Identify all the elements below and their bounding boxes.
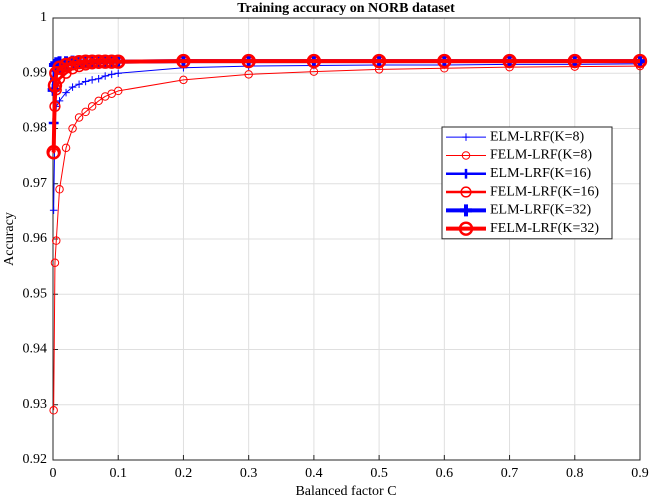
marker bbox=[46, 145, 61, 160]
legend-marker bbox=[460, 204, 472, 217]
y-axis-label: Accuracy bbox=[2, 212, 17, 266]
legend-label: ELM-LRF(K=16) bbox=[490, 166, 592, 181]
marker bbox=[176, 53, 191, 69]
marker bbox=[104, 54, 119, 69]
legend-label: ELM-LRF(K=32) bbox=[490, 203, 592, 218]
x-tick-label: 0.3 bbox=[240, 466, 258, 481]
series-line bbox=[53, 65, 641, 411]
y-tick-label: 0.92 bbox=[23, 452, 48, 467]
marker bbox=[52, 60, 67, 75]
x-tick-label: 0.8 bbox=[566, 466, 584, 481]
chart-title: Training accuracy on NORB dataset bbox=[237, 1, 455, 16]
marker bbox=[49, 406, 58, 415]
marker bbox=[244, 70, 253, 79]
marker bbox=[81, 107, 90, 117]
marker bbox=[68, 83, 77, 91]
marker bbox=[87, 102, 97, 111]
x-tick-label: 0.9 bbox=[631, 466, 649, 481]
marker bbox=[94, 96, 103, 106]
x-tick-label: 0.1 bbox=[109, 466, 127, 481]
x-tick-label: 0 bbox=[50, 466, 57, 481]
marker bbox=[55, 185, 64, 194]
y-tick-label: 0.99 bbox=[23, 65, 48, 80]
y-tick-label: 0.94 bbox=[23, 342, 48, 357]
legend-label: FELM-LRF(K=8) bbox=[490, 148, 592, 163]
marker bbox=[113, 86, 123, 96]
marker bbox=[81, 77, 90, 86]
legend-marker bbox=[461, 168, 471, 179]
marker bbox=[94, 75, 103, 83]
marker bbox=[49, 206, 58, 215]
marker bbox=[179, 75, 188, 85]
marker bbox=[65, 56, 80, 71]
marker bbox=[61, 143, 71, 153]
marker bbox=[50, 258, 60, 268]
y-tick-label: 1 bbox=[40, 10, 47, 25]
marker bbox=[74, 113, 84, 122]
marker bbox=[632, 53, 648, 69]
marker bbox=[52, 236, 61, 245]
x-axis-label: Balanced factor C bbox=[295, 484, 396, 499]
marker bbox=[101, 72, 109, 80]
marker bbox=[88, 76, 96, 84]
legend: ELM-LRF(K=8) FELM-LRF(K=8) ELM-LRF(K=16) FE… bbox=[441, 126, 613, 240]
legend-label: FELM-LRF(K=32) bbox=[490, 221, 599, 236]
marker bbox=[75, 80, 83, 89]
marker bbox=[502, 53, 517, 69]
legend-marker bbox=[458, 221, 474, 236]
y-tick-label: 0.98 bbox=[23, 121, 48, 136]
marker bbox=[241, 53, 256, 69]
marker bbox=[68, 124, 77, 133]
legend-box bbox=[441, 126, 613, 240]
legend-marker bbox=[461, 151, 471, 160]
x-tick-label: 0.4 bbox=[305, 466, 323, 481]
x-tick-label: 0.5 bbox=[370, 466, 388, 481]
legend-label: FELM-LRF(K=16) bbox=[490, 184, 599, 199]
marker bbox=[58, 57, 74, 73]
marker bbox=[567, 53, 582, 69]
y-tick-label: 0.97 bbox=[23, 176, 48, 191]
x-tick-label: 0.2 bbox=[175, 466, 193, 481]
y-tick-label: 0.95 bbox=[23, 286, 48, 301]
marker bbox=[107, 70, 116, 79]
legend-label: ELM-LRF(K=8) bbox=[490, 129, 585, 144]
legend-marker bbox=[460, 186, 472, 198]
marker bbox=[437, 53, 452, 69]
x-tick-label: 0.7 bbox=[501, 466, 519, 481]
y-tick-label: 0.96 bbox=[23, 231, 48, 246]
marker bbox=[371, 53, 387, 69]
y-tick-label: 0.93 bbox=[23, 397, 48, 412]
marker bbox=[111, 54, 126, 69]
legend-marker bbox=[462, 133, 470, 141]
marker bbox=[114, 69, 122, 77]
marker bbox=[62, 88, 70, 97]
marker bbox=[306, 53, 322, 69]
x-tick-label: 0.6 bbox=[436, 466, 454, 481]
